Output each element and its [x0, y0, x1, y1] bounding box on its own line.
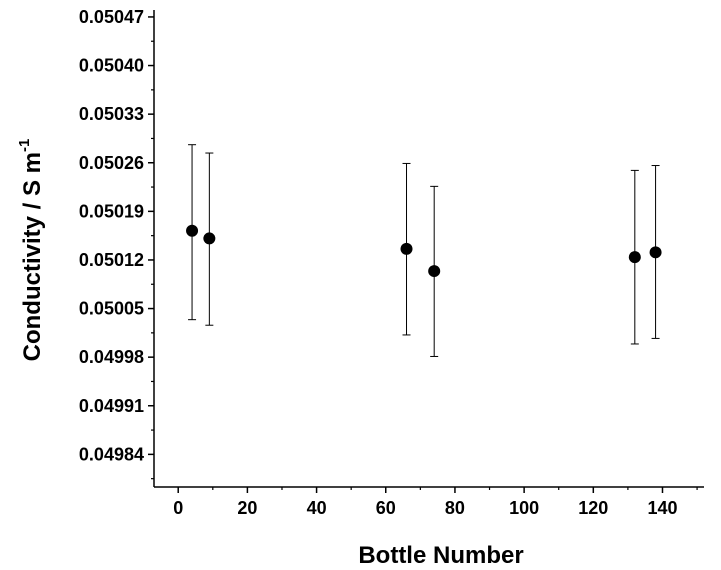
y-tick-label: 0.05005: [79, 299, 144, 319]
x-tick-label: 120: [578, 498, 608, 518]
data-point: [649, 246, 662, 259]
y-tick-label: 0.05026: [79, 153, 144, 173]
data-point: [628, 251, 641, 264]
x-tick-label: 40: [307, 498, 327, 518]
x-tick-label: 0: [173, 498, 183, 518]
y-tick-label: 0.05040: [79, 56, 144, 76]
y-tick-label: 0.05033: [79, 104, 144, 124]
y-tick-label: 0.05019: [79, 201, 144, 221]
x-tick-label: 80: [445, 498, 465, 518]
data-markers: [186, 224, 662, 278]
y-axis-title-text: Conductivity / S m: [19, 152, 46, 361]
y-tick-label: 0.04984: [79, 444, 144, 464]
x-tick-label: 100: [509, 498, 539, 518]
data-point: [428, 265, 441, 278]
y-axis-ticks: 0.04984 0.04991 0.04998 0.05005 0.05012 0.050…: [79, 7, 154, 480]
y-tick-label: 0.05047: [79, 7, 144, 27]
y-tick-label: 0.05012: [79, 250, 144, 270]
y-tick-label: 0.04991: [79, 396, 144, 416]
y-axis-title: Conductivity / S m-1: [16, 139, 46, 362]
error-bars: [188, 144, 660, 357]
x-tick-label: 140: [647, 498, 677, 518]
x-tick-label: 20: [237, 498, 257, 518]
x-axis-ticks: 0 20 40 60 80 100 120 140: [173, 487, 698, 518]
data-point: [186, 224, 199, 237]
data-point: [400, 242, 413, 255]
chart-axes: [153, 10, 704, 488]
x-tick-label: 60: [376, 498, 396, 518]
data-point: [203, 232, 216, 245]
y-axis-title-superscript: -1: [16, 139, 33, 152]
x-axis-title: Bottle Number: [358, 542, 523, 569]
y-tick-label: 0.04998: [79, 347, 144, 367]
